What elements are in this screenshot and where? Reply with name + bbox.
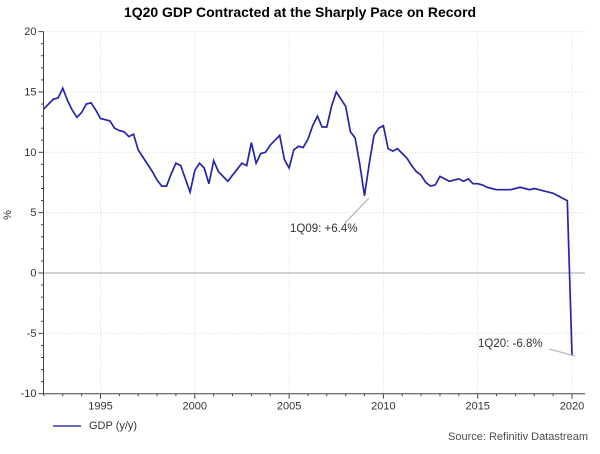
y-tick-label: -10 — [21, 388, 37, 400]
x-tick-label: 2010 — [371, 401, 395, 413]
annotation-label-1q09: 1Q09: +6.4% — [290, 223, 357, 235]
annotation-callout-line — [344, 197, 370, 224]
y-tick-label: 15 — [24, 86, 36, 98]
x-tick-label: 1995 — [88, 401, 112, 413]
legend: GDP (y/y) — [53, 420, 137, 432]
x-tick-label: 2020 — [560, 401, 584, 413]
x-tick-label: 2005 — [277, 401, 301, 413]
annotation-label-1q20: 1Q20: -6.8% — [478, 338, 543, 350]
legend-label: GDP (y/y) — [89, 420, 138, 432]
annotation-callout-line — [548, 348, 576, 357]
legend-line-swatch — [53, 425, 81, 427]
x-tick-label: 2000 — [183, 401, 207, 413]
y-tick-label: 20 — [24, 26, 36, 38]
chart-title: 1Q20 GDP Contracted at the Sharply Pace … — [123, 4, 477, 20]
y-tick-label: 10 — [24, 147, 36, 159]
y-axis-unit-label: % — [2, 210, 14, 220]
source-note: Source: Refinitiv Datastream — [448, 431, 588, 443]
y-tick-label: 5 — [30, 207, 36, 219]
gdp-series-line — [43, 86, 573, 356]
y-tick-label: -5 — [27, 328, 37, 340]
x-tick-label: 2015 — [465, 401, 489, 413]
y-tick-label: 0 — [30, 268, 36, 280]
